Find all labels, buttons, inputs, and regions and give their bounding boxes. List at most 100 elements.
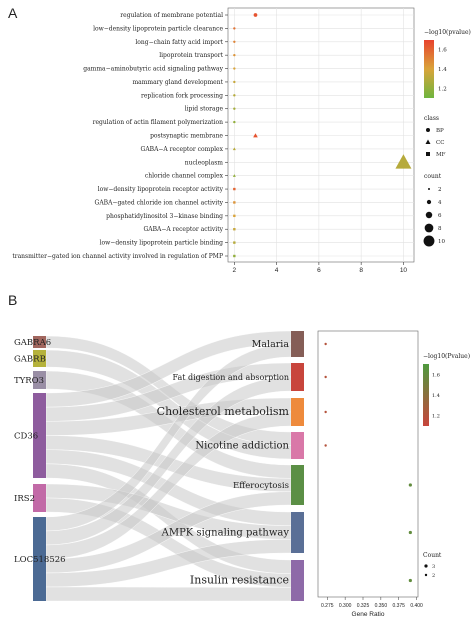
go-term-point (232, 147, 236, 151)
shape-legend-label: BP (436, 128, 444, 134)
go-term-label: postsynaptic membrane (150, 133, 223, 140)
plot-b-color-legend-tick: 1.4 (432, 393, 440, 399)
gene-node (33, 371, 46, 389)
plot-b-xtick-label: 0.300 (339, 603, 352, 609)
go-term-label: phosphatidylinositol 3−kinase binding (106, 213, 223, 220)
pathway-point (408, 483, 412, 487)
go-term-point (253, 133, 258, 138)
go-term-label: replication fork processing (141, 92, 223, 99)
plot-a-legend: −log10(pvalue) 1.2 1.4 1.6 class BP CC MF count 2… (423, 29, 471, 247)
plot-b-size-legend-symbol (424, 573, 428, 577)
shape-legend-label: CC (436, 140, 444, 146)
size-legend-label: 6 (438, 213, 442, 219)
color-legend-tick: 1.4 (438, 67, 447, 73)
gene-label: LOC518526 (14, 555, 66, 565)
go-term-point (233, 53, 236, 57)
plot-b-xtick-label: 0.325 (357, 603, 370, 609)
shape-legend-symbol (425, 139, 431, 144)
gene-label: TYRO3 (14, 376, 44, 386)
gene-label: IRS2 (14, 494, 35, 504)
size-legend-label: 4 (438, 200, 442, 206)
sankey-link (45, 586, 292, 602)
go-term-label: transmitter−gated ion channel activity i… (12, 253, 223, 260)
plot-b-color-legend-title: −log10(Pvalue) (423, 353, 470, 360)
pathway-label: Cholesterol metabolism (157, 405, 290, 418)
pathway-point (324, 342, 327, 346)
go-term-point (253, 13, 258, 17)
gene-nodes: GABRA6 GABRB TYRO3 CD36 IRS2 LOC518526 (14, 336, 66, 601)
sankey-pathway-chart: GABRA6 GABRB TYRO3 CD36 IRS2 LOC518526 Malari… (14, 330, 470, 618)
go-term-point (233, 40, 236, 43)
plot-a-xtick-label: 6 (317, 267, 321, 274)
panel-b-label: B (8, 292, 17, 308)
pathway-points (324, 342, 412, 583)
size-legend-label: 2 (438, 187, 442, 193)
plot-a-xtick-label: 4 (275, 267, 279, 274)
pathway-label: Insulin resistance (190, 574, 289, 587)
go-term-label: lipid storage (185, 106, 224, 113)
plot-b-x-ticks: 0.275 0.300 0.325 0.350 0.375 0.400 Gene Ratio (321, 597, 423, 618)
plot-b-xtick-label: 0.375 (392, 603, 405, 609)
go-term-label: low−density lipoprotein receptor activit… (98, 186, 224, 193)
shape-legend-symbol (426, 128, 430, 132)
pathway-point (408, 578, 412, 583)
size-legend-symbol (425, 211, 433, 219)
plot-a-grid (228, 8, 414, 262)
pathway-node (291, 465, 304, 505)
pathway-point (324, 375, 327, 379)
go-term-label: low−density lipoprotein particle binding (100, 240, 224, 247)
go-term-point (233, 120, 236, 124)
pathway-label: Efferocytosis (233, 481, 289, 491)
size-legend-label: 10 (438, 239, 445, 245)
gene-node (33, 350, 46, 367)
plot-b-color-legend-tick: 1.6 (432, 372, 440, 378)
plot-b-size-legend-title: Count (423, 552, 442, 559)
color-legend-title: −log10(pvalue) (424, 29, 471, 36)
pathway-point (324, 410, 327, 414)
panel-a-label: A (8, 5, 18, 21)
gene-label: CD36 (14, 432, 38, 442)
pathway-node (291, 560, 304, 601)
go-term-label: mammary gland development (132, 79, 223, 86)
go-term-label: regulation of actin filament polymerizat… (93, 119, 224, 126)
go-term-label: gamma−aminobutyric acid signaling pathwa… (83, 66, 223, 73)
color-legend-tick: 1.2 (438, 86, 447, 92)
go-term-points (232, 13, 412, 258)
go-term-point (233, 107, 236, 110)
go-term-label: low−density lipoprotein particle clearan… (93, 25, 223, 32)
go-term-point (233, 94, 236, 97)
plot-b-legend: −log10(Pvalue) 1.2 1.4 1.6 Count 3 2 (423, 353, 470, 579)
sankey-links (45, 330, 292, 602)
gene-node (33, 393, 46, 478)
pathway-point (324, 444, 327, 447)
size-legend-symbol (427, 187, 431, 191)
go-term-point (233, 214, 236, 218)
plot-a-xtick-label: 8 (359, 267, 363, 274)
pathway-label: Malaria (252, 339, 290, 350)
go-term-point (233, 187, 236, 191)
plot-b-xtick-label: 0.275 (321, 603, 334, 609)
size-legend-symbol (426, 199, 432, 205)
plot-b-size-legend-label: 3 (432, 564, 435, 570)
pathway-node (291, 432, 304, 459)
go-term-label: chloride channel complex (145, 173, 224, 180)
go-term-label: regulation of membrane potential (120, 12, 223, 19)
pathway-node (291, 363, 304, 391)
pathway-node (291, 331, 304, 357)
pathway-label: Nicotine addiction (195, 441, 289, 452)
plot-b-xtick-label: 0.400 (410, 603, 423, 609)
go-enrichment-chart: regulation of membrane potential low−dens… (12, 7, 471, 274)
gene-node (33, 517, 46, 601)
size-legend-title: count (424, 173, 442, 180)
color-legend-tick: 1.6 (438, 48, 447, 54)
go-term-label: GABA−A receptor complex (141, 146, 224, 153)
shape-legend-symbol (426, 152, 430, 156)
shape-legend-label: MF (436, 152, 446, 158)
plot-a-xtick-label: 2 (233, 267, 237, 274)
plot-a-xtick-label: 10 (400, 267, 408, 274)
go-term-point (232, 174, 236, 177)
go-term-label: GABA−gated chloride ion channel activity (95, 199, 224, 206)
go-term-label: GABA−A receptor activity (144, 226, 224, 233)
plot-b-xtick-label: 0.350 (375, 603, 388, 609)
